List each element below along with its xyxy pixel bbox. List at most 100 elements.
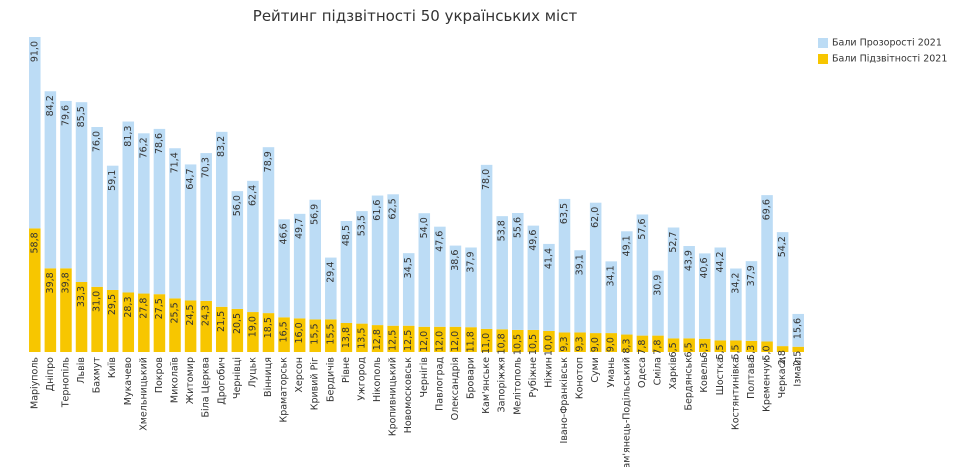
- x-tick-label: Житомир: [185, 357, 196, 404]
- bar-segment: [169, 148, 181, 299]
- value-label: 12,0: [434, 331, 445, 352]
- value-label: 59,1: [107, 170, 118, 191]
- value-label: 10,0: [543, 335, 554, 356]
- bar-segment: [449, 326, 462, 352]
- legend-label: Бали Підзвітності 2021: [832, 54, 947, 65]
- bar-segment: [387, 194, 399, 326]
- x-tick-label: Краматорськ: [279, 357, 290, 423]
- value-label: 8,3: [621, 339, 632, 354]
- value-label: 71,4: [170, 152, 181, 173]
- x-tick-label: Суми: [590, 357, 601, 383]
- legend-swatch: [818, 38, 828, 48]
- value-label: 49,1: [621, 235, 632, 256]
- value-label: 12,0: [450, 331, 461, 352]
- x-tick-label: Костянтинівка: [730, 357, 741, 430]
- value-label: 33,3: [76, 286, 87, 307]
- value-label: 69,6: [762, 199, 773, 220]
- value-label: 76,0: [92, 131, 103, 152]
- value-label: 12,0: [419, 331, 430, 352]
- x-tick-label: Полтава: [746, 357, 757, 399]
- value-label: 9,3: [575, 336, 586, 351]
- bar-segment: [278, 317, 290, 352]
- bar-segment: [434, 226, 446, 327]
- x-tick-label: Рівне: [341, 357, 352, 383]
- x-tick-label: Дніпро: [45, 357, 56, 392]
- bar-segment: [247, 180, 259, 313]
- value-label: 34,5: [403, 257, 414, 278]
- value-label: 16,5: [279, 321, 290, 342]
- x-tick-label: Черкаси: [777, 357, 788, 398]
- value-label: 12,5: [403, 330, 414, 351]
- value-label: 6,5: [668, 342, 679, 357]
- bar-segment: [122, 121, 135, 293]
- bar-segment: [153, 128, 166, 295]
- value-label: 27,8: [138, 298, 149, 319]
- x-tick-label: Умань: [606, 357, 617, 388]
- x-tick-label: Дрогобич: [216, 357, 227, 405]
- bar-segment: [527, 225, 540, 330]
- x-tick-label: Кропивницький: [388, 357, 399, 436]
- x-tick-label: Рубіжне: [528, 357, 539, 398]
- value-label: 28,3: [123, 296, 134, 317]
- bar-segment: [44, 268, 57, 352]
- legend-swatch: [818, 54, 828, 64]
- bar-segment: [776, 346, 789, 352]
- bar-segment: [356, 323, 368, 352]
- value-label: 15,5: [310, 323, 321, 344]
- x-tick-label: Тернопіль: [60, 357, 71, 409]
- x-tick-label: Ковель: [699, 357, 710, 393]
- bar-segment: [356, 211, 368, 324]
- bar-segment: [262, 147, 275, 314]
- value-label: 11,8: [466, 331, 477, 352]
- x-tick-label: Олександрія: [450, 357, 461, 420]
- bar-segment: [29, 37, 41, 229]
- value-label: 31,0: [92, 291, 103, 312]
- bar-segment: [496, 329, 508, 352]
- value-label: 9,3: [559, 336, 570, 351]
- bar-segment: [761, 195, 773, 342]
- bar-segment: [730, 268, 742, 341]
- x-tick-label: Миколаїв: [170, 357, 181, 403]
- value-label: 15,5: [325, 323, 336, 344]
- value-label: 58,8: [29, 232, 40, 253]
- bar-segment: [262, 313, 275, 352]
- bar-segment: [44, 91, 57, 269]
- value-label: 91,0: [29, 41, 40, 62]
- value-label: 11,0: [481, 333, 492, 354]
- value-label: 63,5: [559, 203, 570, 224]
- value-label: 6,5: [684, 342, 695, 357]
- bar-segment: [278, 219, 290, 318]
- value-label: 5,5: [730, 344, 741, 359]
- value-label: 62,4: [247, 185, 258, 206]
- bar-segment: [652, 270, 664, 336]
- x-tick-label: Вінниця: [263, 357, 274, 397]
- value-label: 43,9: [684, 250, 695, 271]
- value-label: 78,9: [263, 151, 274, 172]
- value-label: 78,0: [481, 169, 492, 190]
- bar-segment: [371, 195, 384, 326]
- value-label: 16,0: [294, 322, 305, 343]
- bar-segment: [200, 153, 212, 301]
- bar-segment: [761, 341, 773, 352]
- bar-segment: [91, 127, 103, 287]
- bar-segment: [184, 300, 197, 352]
- bar-segment: [714, 340, 727, 352]
- x-tick-label: Павлоград: [434, 357, 445, 411]
- value-label: 10,5: [512, 334, 523, 355]
- bar-segment: [683, 338, 695, 352]
- value-label: 13,8: [341, 327, 352, 348]
- bar-segment: [543, 330, 555, 352]
- bar-segment: [231, 191, 244, 309]
- value-label: 78,6: [154, 133, 165, 154]
- x-tick-label: Ніжин: [543, 357, 554, 388]
- value-label: 44,2: [715, 251, 726, 272]
- value-label: 29,4: [325, 262, 336, 283]
- x-tick-label: Бердянськ: [684, 357, 695, 411]
- x-tick-label: Маріуполь: [29, 357, 40, 409]
- x-tick-label: Запоріжжя: [497, 357, 508, 412]
- x-tick-label: Сміла: [652, 357, 663, 385]
- x-tick-label: Мелітополь: [512, 357, 523, 415]
- x-tick-label: Івано-Франківськ: [559, 357, 570, 444]
- x-tick-label: Київ: [107, 357, 118, 379]
- bar-segment: [589, 333, 602, 352]
